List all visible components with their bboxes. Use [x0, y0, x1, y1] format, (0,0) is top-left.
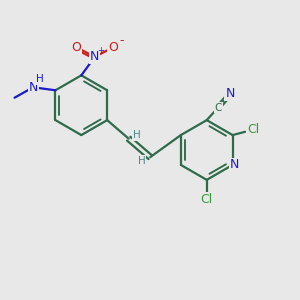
- Text: N: N: [90, 50, 99, 63]
- Text: +: +: [97, 46, 104, 55]
- Text: N: N: [28, 81, 38, 94]
- Text: N: N: [225, 87, 235, 101]
- Text: O: O: [108, 41, 118, 54]
- Text: H: H: [138, 156, 146, 166]
- Text: H: H: [36, 74, 43, 84]
- Text: N: N: [230, 158, 239, 171]
- Text: C: C: [214, 103, 222, 112]
- Text: Cl: Cl: [201, 193, 213, 206]
- Text: Cl: Cl: [248, 123, 260, 136]
- Text: O: O: [71, 41, 81, 54]
- Text: -: -: [119, 34, 124, 47]
- Text: H: H: [133, 130, 141, 140]
